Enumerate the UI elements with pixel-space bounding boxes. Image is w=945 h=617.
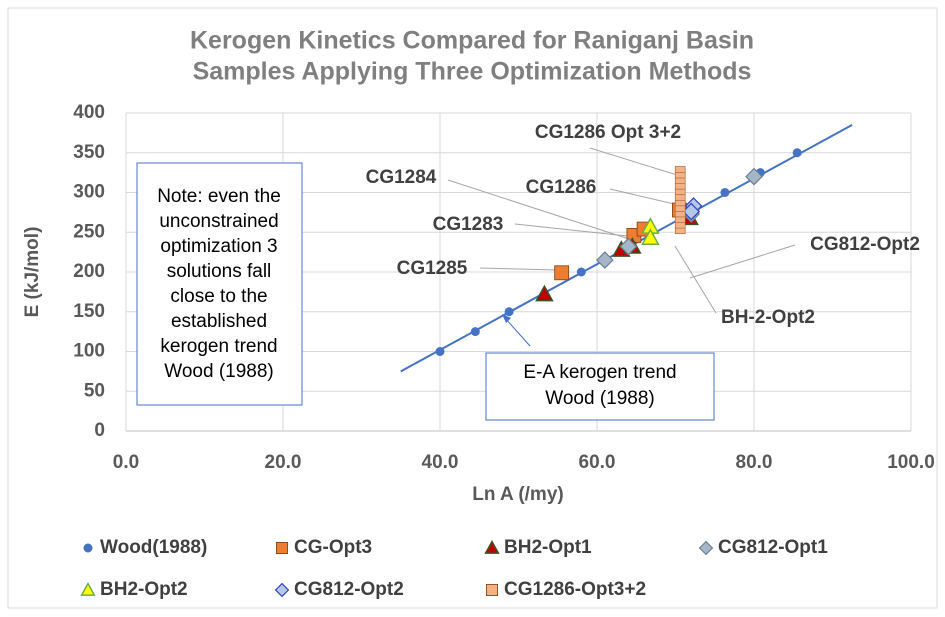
x-tick-label: 80.0	[736, 452, 773, 473]
legend-marker	[274, 582, 290, 598]
chart-title: Samples Applying Three Optimization Meth…	[193, 58, 752, 86]
note-text: Note: even the	[157, 186, 281, 207]
y-tick-label: 350	[73, 142, 105, 163]
y-tick-label: 200	[73, 261, 105, 282]
point	[720, 188, 730, 197]
legend-label: CG812-Opt2	[294, 579, 404, 600]
point	[554, 265, 570, 281]
trend-note-text: E-A kerogen trend	[523, 362, 676, 383]
chart-title: Kerogen Kinetics Compared for Raniganj B…	[190, 27, 754, 55]
point	[674, 210, 686, 218]
point	[674, 216, 686, 223]
annotation: CG1284	[366, 167, 437, 188]
point	[504, 307, 514, 317]
legend-label: BH2-Opt2	[100, 579, 188, 600]
leader-line	[514, 223, 628, 237]
point	[674, 205, 686, 212]
legend-marker	[275, 542, 288, 555]
point	[674, 227, 686, 234]
leader-line	[447, 179, 633, 241]
y-tick-label: 150	[73, 301, 105, 322]
legend-label: CG1286-Opt3+2	[504, 579, 646, 600]
note-text: close to the	[170, 286, 267, 307]
annotation: CG1283	[433, 214, 504, 235]
legend-marker	[485, 584, 498, 597]
legend-label: CG-Opt3	[294, 537, 372, 558]
leader-line	[479, 267, 557, 271]
legend-marker	[83, 543, 93, 553]
annotation: CG1285	[397, 258, 468, 279]
y-tick-label: 300	[73, 182, 105, 203]
x-tick-label: 20.0	[265, 452, 302, 473]
leader-line	[689, 244, 796, 279]
note-box	[136, 162, 303, 406]
y-tick-label: 50	[84, 380, 105, 401]
point	[674, 193, 686, 201]
point	[576, 267, 586, 277]
note-text: Wood (1988)	[164, 361, 274, 382]
trend-note-text: Wood (1988)	[545, 388, 655, 409]
point	[674, 166, 686, 173]
x-axis-title: Ln A (/my)	[472, 484, 563, 505]
y-tick-label: 0	[94, 420, 105, 441]
note-text: solutions fall	[167, 261, 272, 282]
trend-note-box	[485, 352, 715, 421]
point	[682, 202, 701, 221]
legend-marker	[698, 540, 714, 556]
x-tick-label: 60.0	[579, 452, 616, 473]
x-tick-label: 0.0	[113, 452, 139, 473]
point	[641, 228, 660, 245]
legend-label: CG812-Opt1	[718, 537, 828, 558]
annotation: CG812-Opt2	[810, 234, 920, 255]
leader-line	[674, 245, 717, 314]
arrow-head	[502, 314, 511, 323]
point	[470, 327, 480, 337]
point	[619, 237, 638, 256]
note-text: unconstrained	[159, 211, 278, 232]
y-tick-label: 250	[73, 221, 105, 242]
legend-marker	[80, 582, 96, 596]
point	[535, 284, 554, 302]
point	[745, 167, 763, 186]
note-text: kerogen trend	[160, 336, 277, 357]
arrow	[504, 317, 531, 347]
y-tick-label: 400	[73, 102, 105, 123]
x-tick-label: 100.0	[887, 452, 935, 473]
point	[435, 347, 445, 356]
point	[674, 171, 686, 179]
point	[674, 199, 686, 207]
point	[674, 182, 686, 190]
legend-label: BH2-Opt1	[504, 537, 592, 558]
legend-label: Wood(1988)	[100, 537, 207, 558]
annotation: CG1286	[526, 177, 597, 198]
y-tick-label: 100	[73, 341, 105, 362]
annotation: BH-2-Opt2	[721, 307, 815, 328]
point	[792, 148, 802, 158]
point	[674, 188, 686, 196]
x-tick-label: 40.0	[422, 452, 459, 473]
point	[674, 177, 686, 184]
point	[674, 221, 686, 229]
y-axis-title: E (kJ/mol)	[22, 227, 43, 318]
point	[596, 251, 614, 269]
leader-line	[589, 147, 678, 176]
annotation: CG1286 Opt 3+2	[535, 122, 681, 143]
legend-marker	[484, 540, 500, 554]
note-text: optimization 3	[160, 236, 277, 257]
note-text: established	[171, 311, 267, 332]
